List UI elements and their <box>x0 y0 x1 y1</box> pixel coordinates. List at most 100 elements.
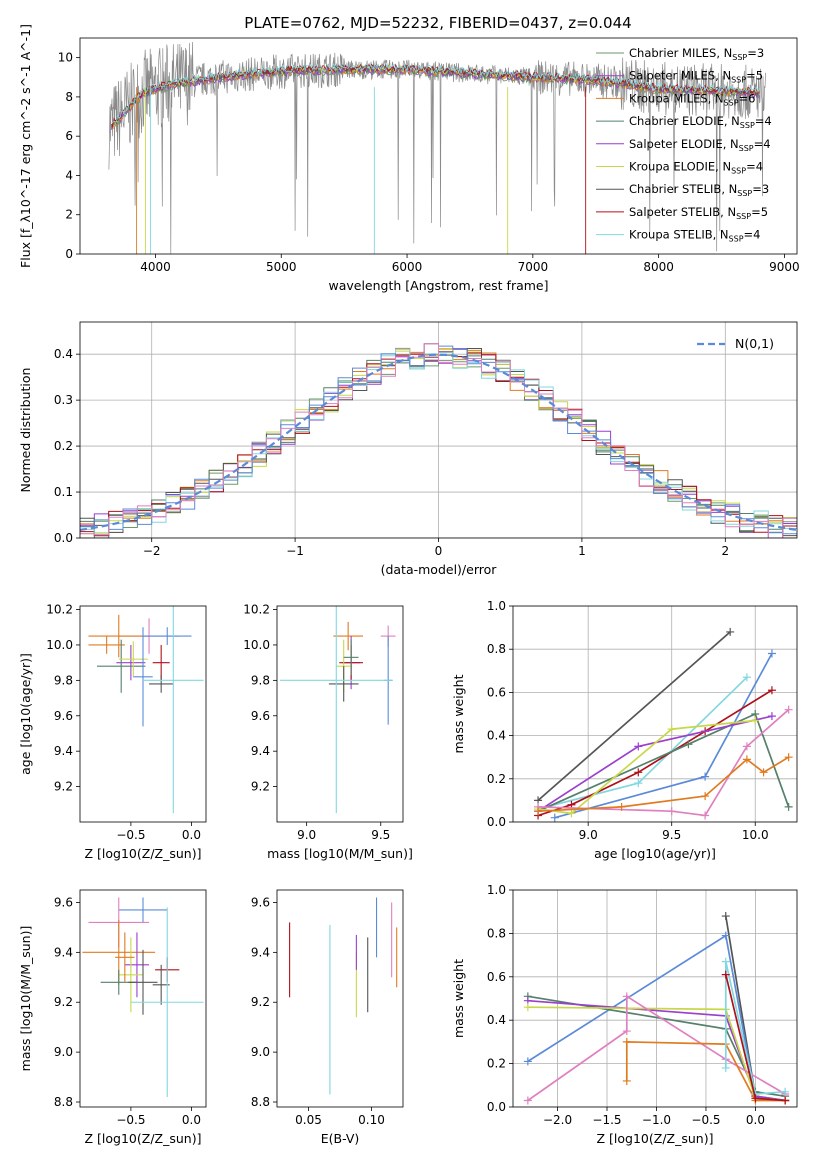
x-tick-label: −0.5 <box>116 828 145 842</box>
x-tick-label: 2 <box>721 544 729 558</box>
y-tick-label: 9.2 <box>251 995 270 1009</box>
histogram-series <box>80 343 797 538</box>
y-tick-label: 10.0 <box>46 638 73 652</box>
plot-area <box>513 890 797 1107</box>
plot-area <box>80 322 797 538</box>
plus-marker <box>767 712 776 721</box>
panel-age_vs_Z: −0.5 0.0 9.2 9.4 9.6 9.8 10.0 10.2 Z [log10(Z/Z_… <box>18 603 207 861</box>
panel-mass_vs_EBV: 0.05 0.10 8.8 9.0 9.2 9.4 9.6 E(B-V) <box>251 889 404 1146</box>
y-tick-label: 1.0 <box>487 883 506 897</box>
x-tick-label: 0 <box>435 544 443 558</box>
panel-spectrum: 4000 5000 6000 7000 8000 9000 0 2 4 6 8 10 wavelengt… <box>18 24 800 293</box>
x-tick-label: 7000 <box>518 260 549 274</box>
plus-marker <box>523 1096 532 1105</box>
plus-marker <box>701 792 710 801</box>
x-tick-label: 8000 <box>643 260 674 274</box>
y-tick-label: 9.4 <box>54 744 73 758</box>
plus-marker <box>742 755 751 764</box>
x-tick-label: 9.0 <box>297 828 316 842</box>
y-tick-label: 9.2 <box>54 780 73 794</box>
x-tick-label: 9.5 <box>371 828 390 842</box>
axes-frame <box>79 889 207 1108</box>
plus-marker <box>784 753 793 762</box>
x-tick-label: 6000 <box>392 260 423 274</box>
gaussian-curve <box>80 353 797 531</box>
mass-weight-line <box>537 689 773 817</box>
x-tick-label: 1 <box>578 544 586 558</box>
plus-marker <box>781 1087 790 1096</box>
y-tick-label: 4 <box>65 168 73 182</box>
mass-weight-line <box>724 961 786 1095</box>
y-axis-label: age [log10(age/yr)] <box>18 653 33 775</box>
plus-marker <box>721 931 730 940</box>
panel-massweight_vs_age: 9.0 9.5 10.0 0.0 0.2 0.4 0.6 0.8 1.0 age [log10(a… <box>451 599 798 861</box>
y-tick-label: 9.8 <box>251 673 270 687</box>
y-tick-label: 0 <box>65 247 73 261</box>
y-tick-label: 0.8 <box>487 642 506 656</box>
y-tick-label: 0.0 <box>487 1100 506 1114</box>
plus-marker <box>667 807 676 816</box>
plus-marker <box>622 1076 631 1085</box>
x-axis-label: Z [log10(Z/Z_sun)] <box>85 846 202 861</box>
mass-weight-line <box>538 756 790 813</box>
plot-area <box>82 897 204 1098</box>
plus-marker <box>784 705 793 714</box>
plus-marker <box>721 1063 730 1072</box>
x-tick-label: −1 <box>286 544 304 558</box>
legend-label: Kroupa ELODIE, NSSP=4 <box>629 160 763 176</box>
plus-marker <box>617 802 626 811</box>
mass-weight-line <box>537 676 748 810</box>
x-tick-label: −0.5 <box>116 1113 145 1127</box>
plus-marker <box>634 779 643 788</box>
y-tick-label: 10.0 <box>243 638 270 652</box>
plus-marker <box>523 1003 532 1012</box>
plus-marker <box>781 1096 790 1105</box>
x-tick-label: 4000 <box>140 260 171 274</box>
y-tick-label: 9.6 <box>251 709 270 723</box>
plus-marker <box>721 970 730 979</box>
axes-frame <box>276 605 404 823</box>
axes-frame <box>79 37 798 255</box>
x-axis-label: mass [log10(M/M_sun)] <box>267 846 413 861</box>
axes-frame <box>79 321 798 539</box>
x-tick-label: 0.0 <box>182 828 201 842</box>
plus-marker <box>784 802 793 811</box>
x-axis-label: age [log10(age/yr)] <box>594 846 716 861</box>
y-tick-label: 8.8 <box>54 1095 73 1109</box>
y-tick-label: 9.6 <box>54 895 73 909</box>
plus-marker <box>701 772 710 781</box>
plus-marker <box>634 768 643 777</box>
plus-marker <box>534 807 543 816</box>
plus-marker <box>751 716 760 725</box>
legend-label: Chabrier STELIB, NSSP=3 <box>629 182 769 198</box>
y-axis-label: mass [log10(M/M_sun)] <box>18 926 33 1072</box>
y-tick-label: 0.2 <box>487 1057 506 1071</box>
axes-frame <box>512 605 798 823</box>
y-tick-label: 0.2 <box>54 439 73 453</box>
y-tick-label: 0.3 <box>54 393 73 407</box>
plot-area <box>279 606 396 814</box>
x-tick-label: 9.0 <box>579 828 598 842</box>
axes-frame <box>276 889 404 1108</box>
plus-marker <box>701 811 710 820</box>
panel-age_vs_mass: 9.0 9.5 9.2 9.4 9.6 9.8 10.0 10.2 mass [log10(M/… <box>243 603 413 861</box>
x-tick-label: −2 <box>143 544 161 558</box>
x-axis-label: Z [log10(Z/Z_sun)] <box>85 1131 202 1146</box>
y-tick-label: 0.2 <box>487 772 506 786</box>
x-tick-label: 9000 <box>769 260 800 274</box>
legend-label: Kroupa STELIB, NSSP=4 <box>629 228 760 244</box>
y-tick-label: 0.0 <box>54 531 73 545</box>
x-tick-label: −1.5 <box>592 1113 621 1127</box>
plus-marker <box>684 740 693 749</box>
y-tick-label: 6 <box>65 129 73 143</box>
plus-marker <box>721 912 730 921</box>
x-tick-label: 0.05 <box>295 1113 322 1127</box>
y-axis-label: mass weight <box>451 959 466 1038</box>
plot-area <box>88 606 204 814</box>
plus-marker <box>742 742 751 751</box>
y-tick-label: 9.8 <box>54 673 73 687</box>
plot-area <box>108 41 766 254</box>
plus-marker <box>634 742 643 751</box>
mass-weight-line <box>537 719 756 815</box>
